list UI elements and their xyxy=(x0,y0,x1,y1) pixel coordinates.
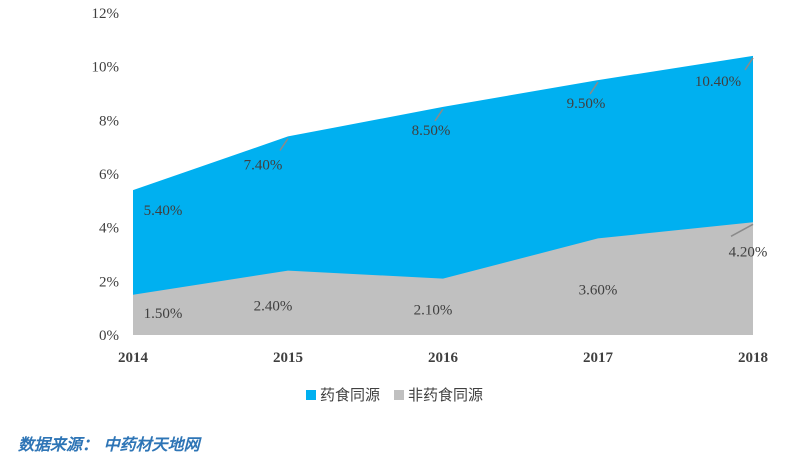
y-tick-label: 4% xyxy=(99,221,119,237)
area-chart: 0% 2% 4% 6% 8% 10% 12% 2014 2015 2016 2017 2018 5.4… xyxy=(92,6,769,366)
leader-line xyxy=(744,57,754,71)
y-tick-label: 0% xyxy=(99,328,119,344)
legend-item-fei-yaoshi[interactable]: 非药食同源 xyxy=(394,384,483,405)
data-label-fei-yaoshi: 3.60% xyxy=(579,282,618,298)
leader-line xyxy=(434,108,444,122)
leader-line xyxy=(589,81,599,95)
x-tick-label: 2017 xyxy=(583,350,614,366)
legend: 药食同源 非药食同源 xyxy=(0,384,789,405)
y-tick-label: 8% xyxy=(99,113,119,129)
source-note: 数据来源： 中药材天地网 xyxy=(18,435,200,454)
data-labels: 5.40% 7.40% 8.50% 9.50% 10.40% 1.50% 2.40% 2.10… xyxy=(144,57,768,322)
data-label-yaoshi: 9.50% xyxy=(567,96,606,112)
axes: 0% 2% 4% 6% 8% 10% 12% 2014 2015 2016 2017 2018 xyxy=(92,6,769,366)
y-tick-label: 12% xyxy=(92,6,120,22)
data-label-fei-yaoshi: 4.20% xyxy=(729,244,768,260)
leader-line xyxy=(279,138,289,151)
y-tick-label: 6% xyxy=(99,167,119,183)
data-label-yaoshi: 5.40% xyxy=(144,203,183,219)
x-tick-label: 2016 xyxy=(428,350,459,366)
y-tick-label: 10% xyxy=(92,60,120,76)
legend-label-yaoshi: 药食同源 xyxy=(319,386,380,404)
x-tick-label: 2015 xyxy=(273,350,303,366)
data-label-fei-yaoshi: 2.40% xyxy=(254,299,293,315)
plot-area xyxy=(133,55,753,335)
x-tick-label: 2014 xyxy=(118,350,149,366)
data-label-yaoshi: 8.50% xyxy=(412,123,451,139)
y-tick-label: 2% xyxy=(99,274,119,290)
legend-swatch-yaoshi xyxy=(305,389,316,400)
x-tick-label: 2018 xyxy=(738,350,768,366)
data-label-yaoshi: 10.40% xyxy=(695,74,741,90)
data-label-fei-yaoshi: 2.10% xyxy=(414,303,453,319)
data-label-fei-yaoshi: 1.50% xyxy=(144,306,183,322)
leader-line xyxy=(730,223,754,237)
data-label-yaoshi: 7.40% xyxy=(244,157,283,173)
area-series-fei-yaoshi xyxy=(133,222,753,335)
legend-swatch-fei-yaoshi xyxy=(394,389,404,400)
legend-label-fei-yaoshi: 非药食同源 xyxy=(408,386,484,404)
legend-item-yaoshi[interactable]: 药食同源 xyxy=(305,384,380,405)
